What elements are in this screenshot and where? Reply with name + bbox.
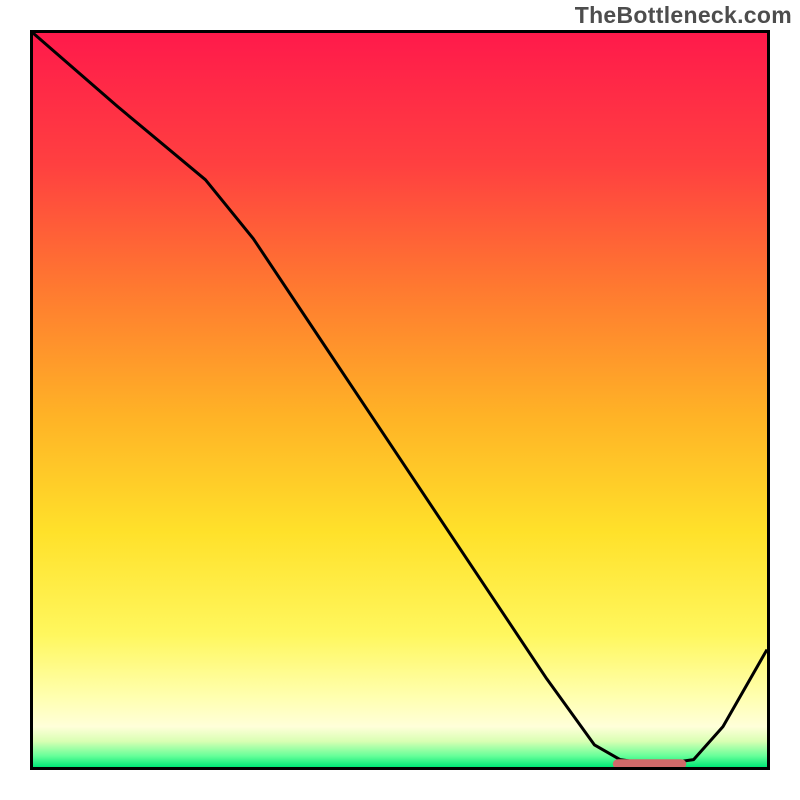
watermark-text: TheBottleneck.com bbox=[575, 2, 792, 29]
chart-frame: TheBottleneck.com bbox=[0, 0, 800, 800]
plot-area bbox=[30, 30, 770, 770]
gradient-background bbox=[33, 33, 767, 767]
